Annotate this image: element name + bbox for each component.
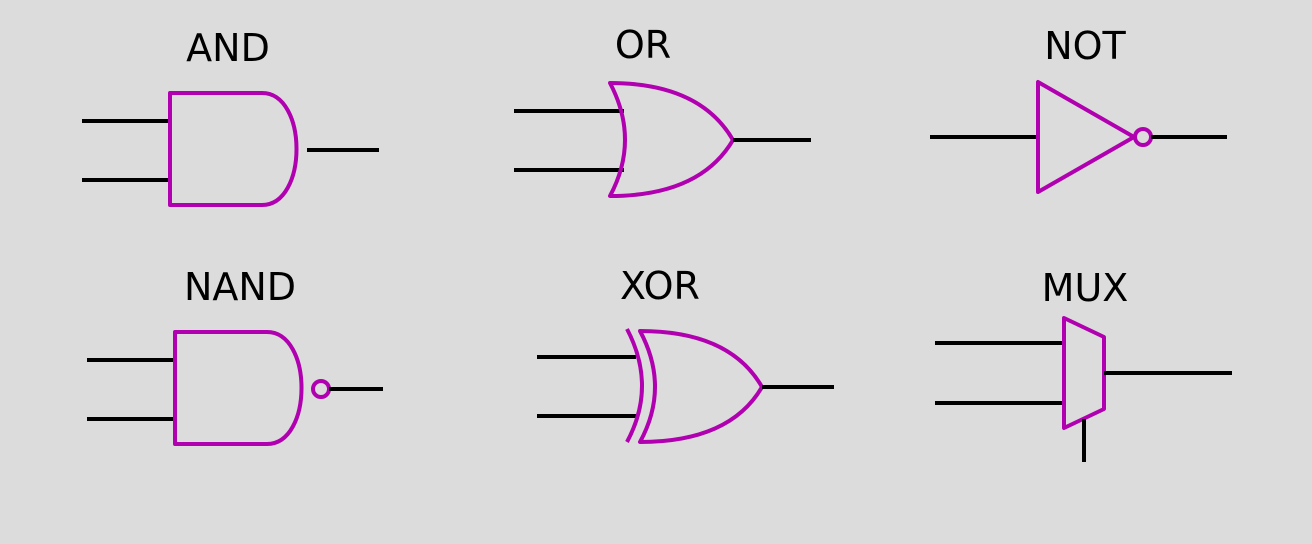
xor-gate-label: XOR xyxy=(620,264,700,308)
not-gate: NOT xyxy=(930,24,1227,194)
xor-gate: XOR xyxy=(537,264,834,444)
and-gate: AND xyxy=(82,26,379,207)
nand-gate: NAND xyxy=(87,265,383,446)
xor-input-arc xyxy=(625,328,644,443)
nand-gate-label: NAND xyxy=(184,265,296,309)
and-gate-body xyxy=(168,91,299,207)
not-inversion-bubble xyxy=(1133,127,1153,147)
or-gate: OR xyxy=(514,23,811,198)
nand-inversion-bubble xyxy=(311,379,331,399)
and-gate-label: AND xyxy=(186,26,270,70)
mux-gate: MUX xyxy=(935,266,1232,462)
not-gate-body xyxy=(1036,80,1136,194)
xor-gate-body xyxy=(638,329,764,444)
mux-gate-body xyxy=(1062,316,1106,430)
not-gate-label: NOT xyxy=(1044,24,1126,68)
nand-gate-body xyxy=(173,330,304,446)
or-gate-label: OR xyxy=(615,23,671,67)
or-gate-body xyxy=(608,81,735,198)
mux-gate-label: MUX xyxy=(1042,266,1129,310)
